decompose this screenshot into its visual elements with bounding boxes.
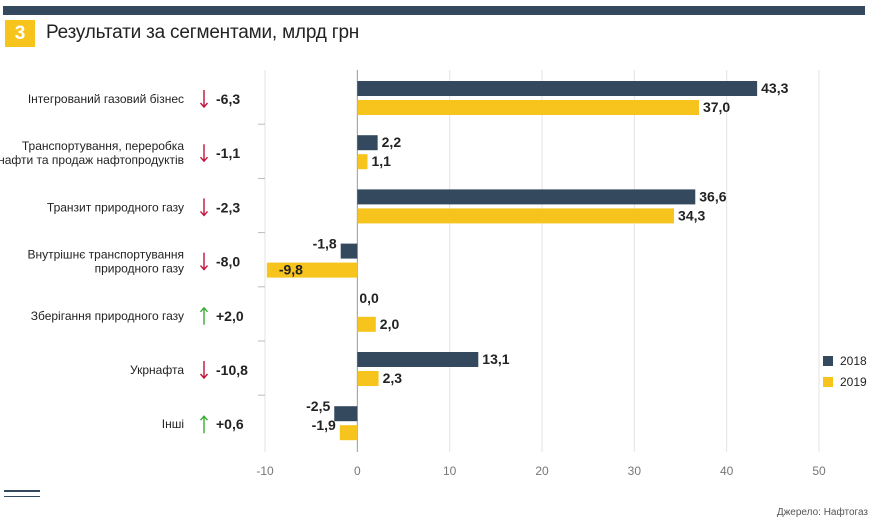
bar-2018 — [357, 189, 696, 205]
chart-title: Результати за сегментами, млрд грн — [46, 22, 360, 43]
bar-2019 — [357, 100, 699, 115]
change-value: -8,0 — [216, 254, 240, 270]
change-value: -10,8 — [216, 362, 248, 378]
change-value: +2,0 — [216, 308, 244, 324]
menu-lines-icon — [4, 490, 40, 501]
x-tick-label: 50 — [812, 464, 826, 478]
header-bar — [3, 6, 865, 15]
arrow-down-icon — [199, 361, 209, 380]
x-tick-label: -10 — [256, 464, 274, 478]
x-tick-label: 30 — [628, 464, 642, 478]
legend-label: 2019 — [840, 375, 867, 389]
data-label: 2,2 — [382, 134, 402, 150]
bar-2019 — [357, 371, 379, 386]
arrow-down-icon — [199, 252, 209, 271]
data-label: 13,1 — [482, 351, 509, 367]
change-value: -1,1 — [216, 145, 240, 161]
change-value: -2,3 — [216, 199, 240, 215]
category-label: Укрнафта — [130, 363, 184, 377]
arrow-down-icon — [199, 144, 209, 163]
legend-label: 2018 — [840, 354, 867, 368]
category-label: Інтегрований газовий бізнес — [28, 92, 184, 106]
category-label: Транзит природного газу — [47, 200, 184, 214]
bar-2018 — [334, 406, 358, 422]
legend-swatch — [823, 356, 833, 366]
data-label: 34,3 — [678, 207, 705, 223]
bar-2018 — [340, 243, 358, 259]
data-label: 43,3 — [761, 80, 788, 96]
category-label: природного газу — [95, 262, 184, 276]
section-number-badge: 3 — [5, 20, 35, 47]
data-label: -1,8 — [313, 236, 337, 252]
category-label: Транспортування, переробка — [22, 139, 184, 153]
arrow-down-icon — [199, 198, 209, 217]
x-tick-label: 40 — [720, 464, 734, 478]
x-tick-label: 20 — [535, 464, 549, 478]
category-label: нафти та продаж нафтопродуктів — [0, 153, 184, 167]
data-label: 36,6 — [699, 188, 726, 204]
data-label: -9,8 — [279, 262, 303, 278]
category-label: Внутрішнє транспортування — [27, 248, 184, 262]
x-tick-label: 10 — [443, 464, 457, 478]
data-label: 2,3 — [383, 370, 403, 386]
change-value: -6,3 — [216, 91, 240, 107]
source-note: Джерело: Нафтогаз — [776, 507, 868, 518]
bar-2018 — [357, 81, 758, 96]
bar-2018 — [357, 135, 378, 151]
bar-2019 — [266, 262, 358, 278]
data-label: 1,1 — [371, 153, 391, 169]
change-value: +0,6 — [216, 416, 244, 432]
data-label: 0,0 — [359, 290, 379, 306]
bar-2019 — [357, 316, 376, 332]
bar-2019 — [357, 208, 675, 224]
arrow-up-icon — [199, 415, 209, 434]
legend-swatch — [823, 377, 833, 387]
data-label: 2,0 — [380, 316, 400, 332]
category-label: Інші — [162, 417, 184, 431]
data-label: -2,5 — [306, 398, 330, 414]
data-label: 37,0 — [703, 99, 730, 115]
arrow-down-icon — [199, 90, 209, 109]
bar-2019 — [357, 154, 368, 170]
category-label: Зберігання природного газу — [31, 309, 184, 323]
x-tick-label: 0 — [354, 464, 361, 478]
bar-2019 — [339, 425, 358, 441]
arrow-up-icon — [199, 306, 209, 325]
bar-2018 — [357, 352, 479, 367]
data-label: -1,9 — [312, 417, 336, 433]
